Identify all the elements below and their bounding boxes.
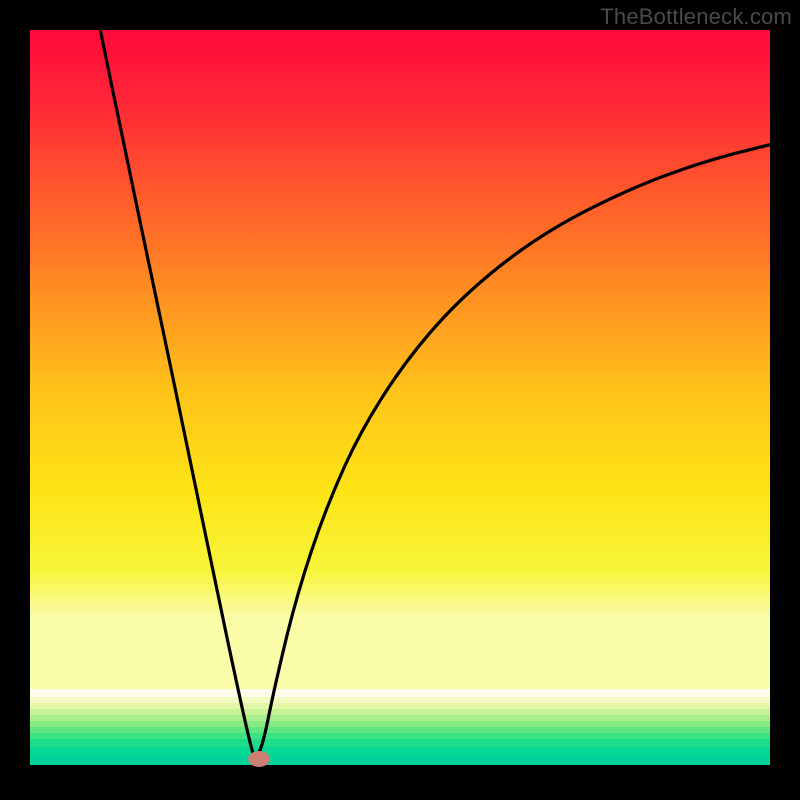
- bottleneck-curve: [100, 30, 770, 756]
- curve-svg: [30, 30, 770, 770]
- chart-container: TheBottleneck.com: [0, 0, 800, 800]
- watermark-text: TheBottleneck.com: [600, 4, 792, 30]
